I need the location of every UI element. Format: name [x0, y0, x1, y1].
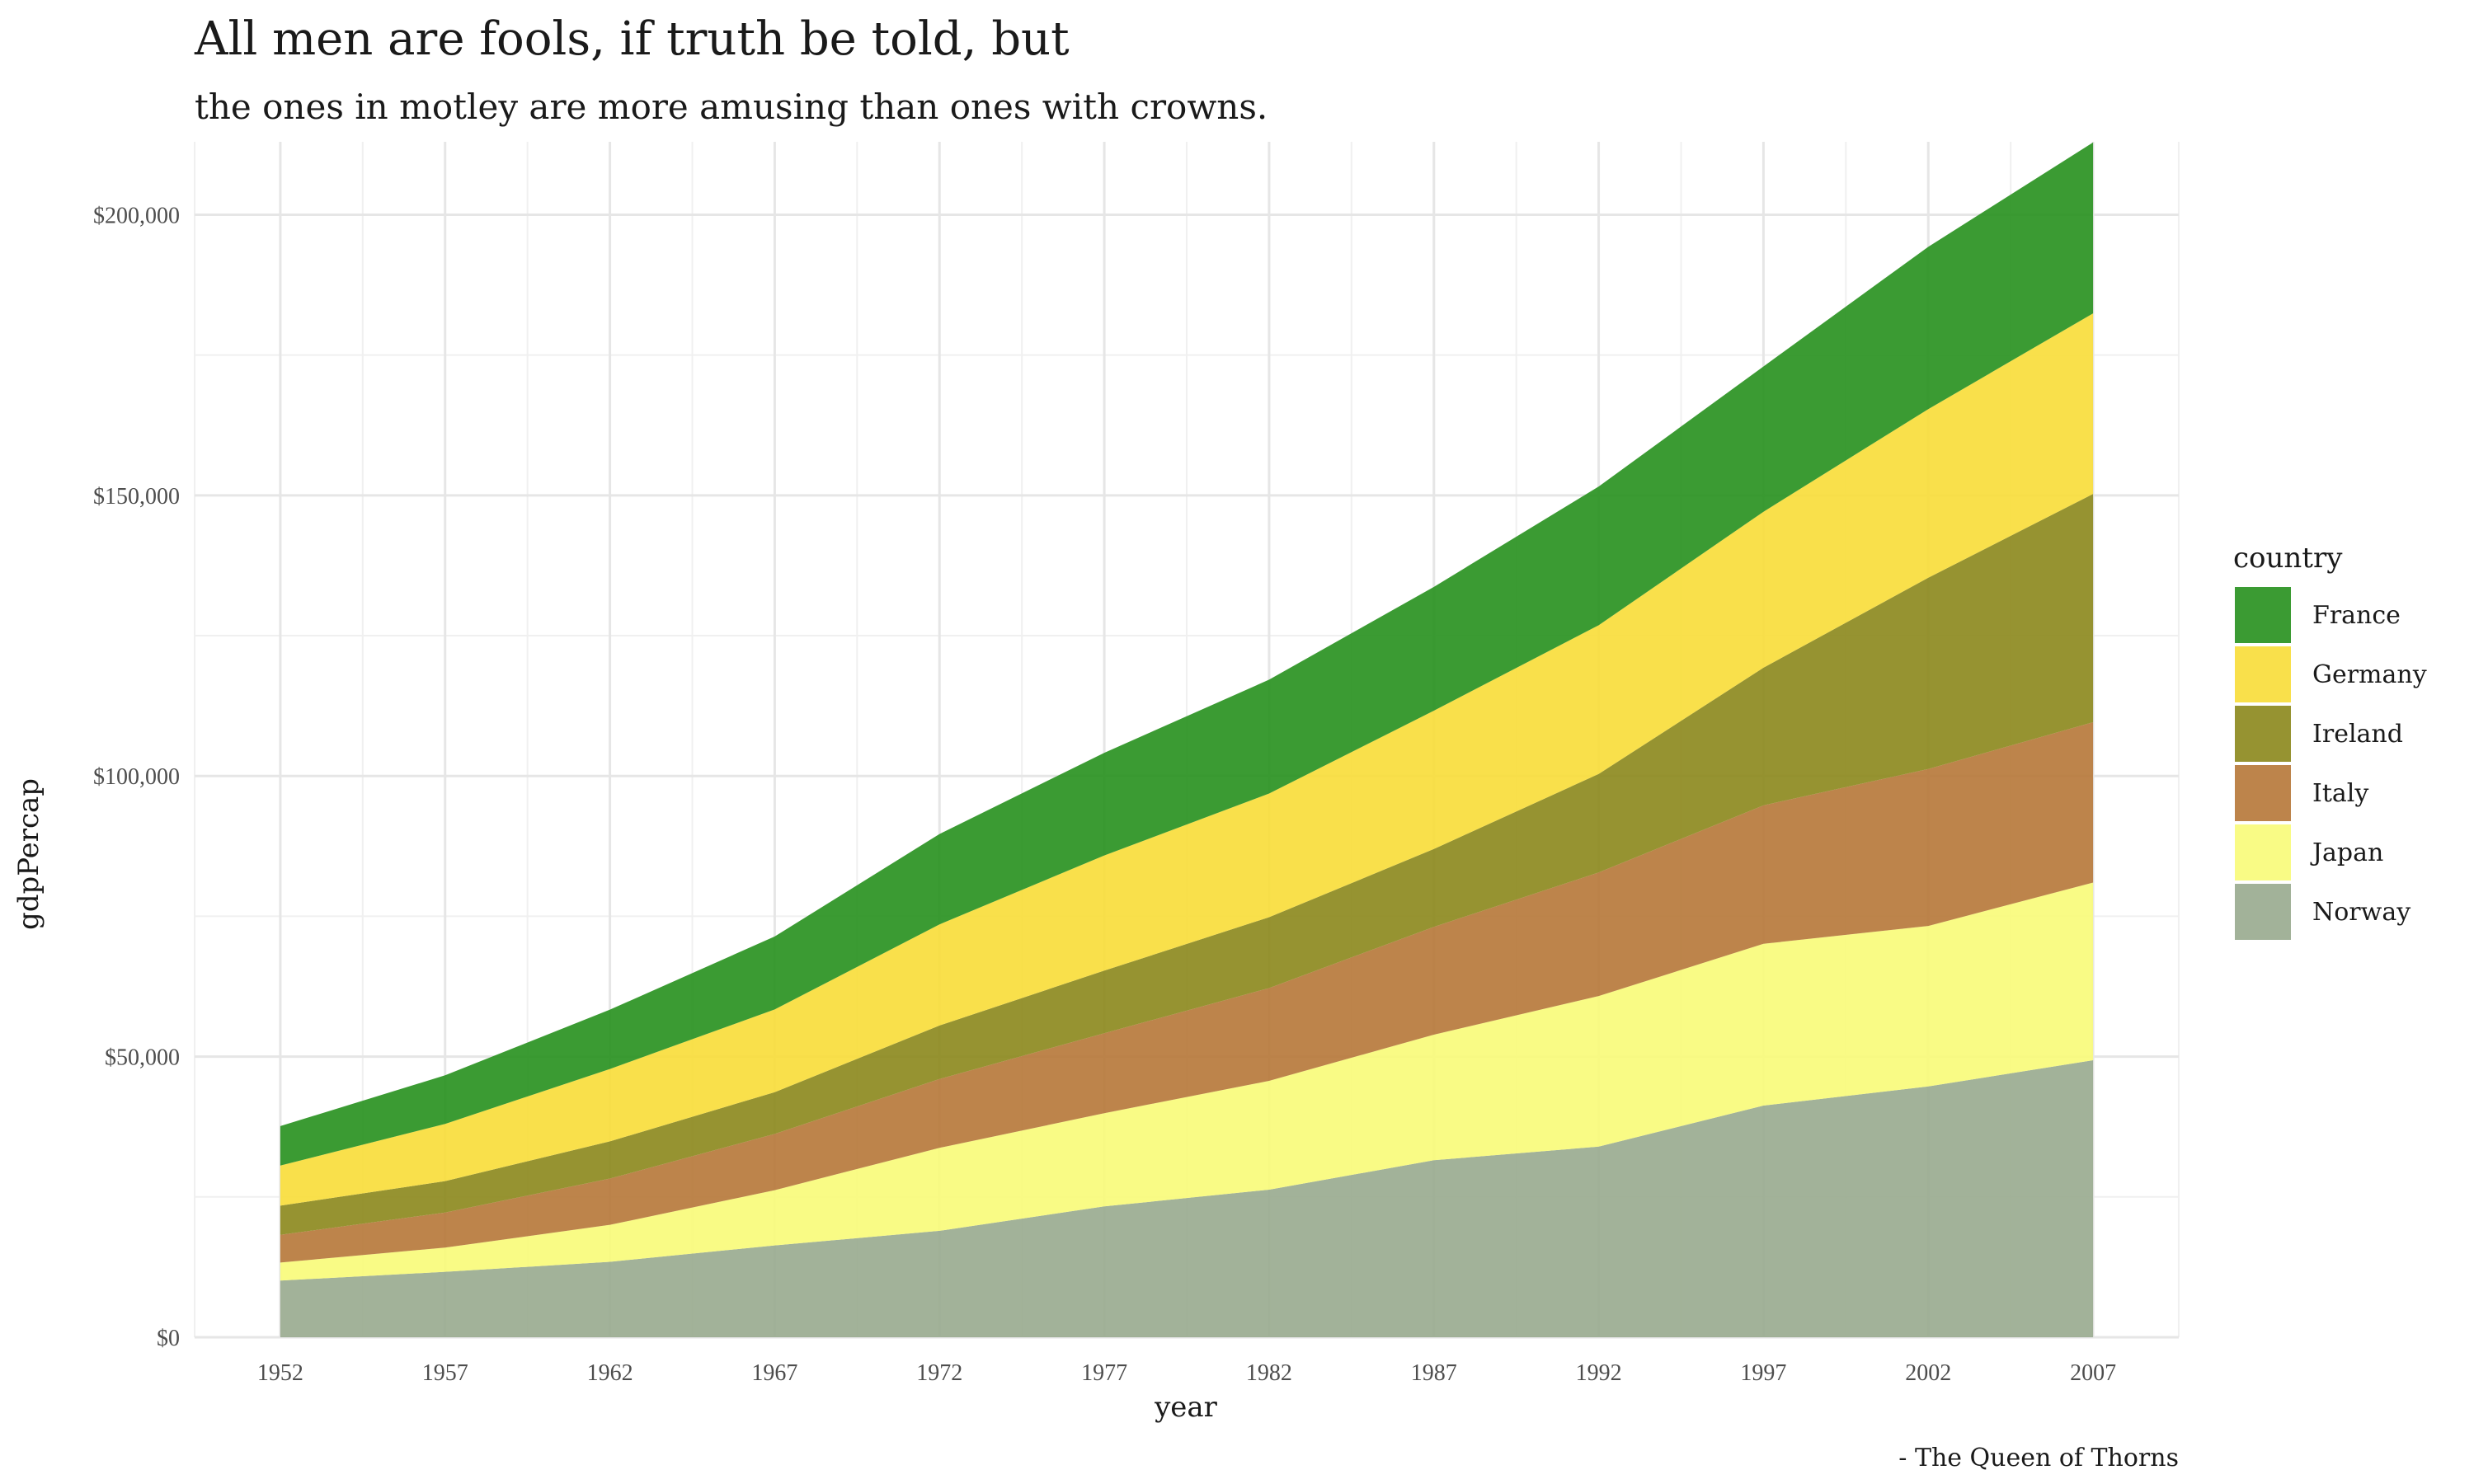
legend-label-japan: Japan [2310, 838, 2383, 867]
x-tick-label-1987: 1987 [1411, 1360, 1457, 1386]
x-tick-label-1957: 1957 [422, 1360, 468, 1386]
area-layers [280, 142, 2094, 1337]
x-tick-label-1982: 1982 [1246, 1360, 1292, 1386]
x-tick-label-1992: 1992 [1576, 1360, 1622, 1386]
y-tick-label-1: $50,000 [105, 1045, 180, 1071]
legend: France Germany Ireland Italy Japan Norway [2235, 587, 2427, 940]
chart-subtitle: the ones in motley are more amusing than… [195, 87, 1268, 127]
legend-key-france [2235, 587, 2291, 643]
legend-label-norway: Norway [2312, 898, 2411, 927]
y-tick-label-3: $150,000 [93, 484, 180, 510]
x-tick-label-1977: 1977 [1081, 1360, 1127, 1386]
legend-key-ireland [2235, 706, 2291, 762]
y-tick-label-2: $100,000 [93, 764, 180, 790]
x-tick-label-1952: 1952 [257, 1360, 303, 1386]
legend-key-germany [2235, 646, 2291, 702]
x-tick-label-1967: 1967 [751, 1360, 797, 1386]
legend-title: country [2233, 542, 2343, 575]
legend-label-france: France [2312, 601, 2401, 630]
y-tick-label-0: $0 [157, 1326, 180, 1351]
x-tick-label-1962: 1962 [587, 1360, 633, 1386]
area-norway [280, 1060, 2094, 1337]
y-axis-title: gdpPercap [12, 778, 45, 930]
x-tick-label-1972: 1972 [916, 1360, 962, 1386]
y-tick-label-4: $200,000 [93, 203, 180, 228]
x-tick-label-2007: 2007 [2070, 1360, 2116, 1386]
legend-key-norway [2235, 884, 2291, 940]
area-italy [280, 722, 2094, 1263]
x-tick-label-2002: 2002 [1905, 1360, 1951, 1386]
chart-caption: - The Queen of Thorns [1898, 1444, 2179, 1472]
y-axis-ticks: $0 $50,000 $100,000 $150,000 $200,000 [93, 203, 180, 1351]
chart-title: All men are fools, if truth be told, but [194, 12, 1070, 66]
legend-label-germany: Germany [2312, 660, 2427, 689]
area-japan [280, 882, 2094, 1281]
x-tick-label-1997: 1997 [1740, 1360, 1786, 1386]
x-axis-ticks: 1952 1957 1962 1967 1972 1977 1982 1987 1992 1997… [257, 1360, 2116, 1386]
legend-key-japan [2235, 824, 2291, 881]
legend-label-italy: Italy [2312, 779, 2368, 808]
legend-label-ireland: Ireland [2312, 720, 2403, 749]
legend-key-italy [2235, 765, 2291, 821]
x-axis-title: year [1154, 1391, 1218, 1424]
